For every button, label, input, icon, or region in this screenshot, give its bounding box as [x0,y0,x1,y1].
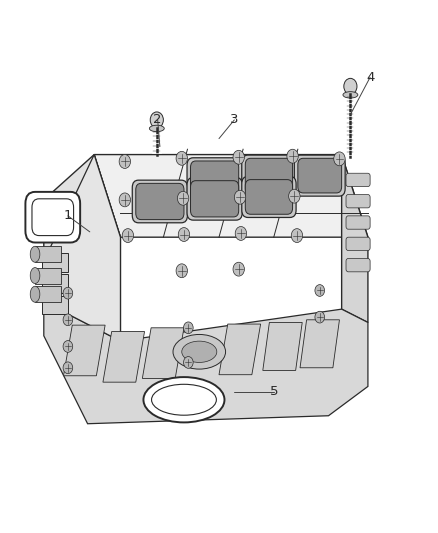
Circle shape [63,362,73,374]
Circle shape [184,357,193,368]
Circle shape [176,151,187,165]
Circle shape [287,149,298,163]
Polygon shape [44,155,120,341]
Circle shape [119,155,131,168]
Polygon shape [94,155,368,237]
Circle shape [234,190,246,204]
FancyBboxPatch shape [187,158,242,201]
Ellipse shape [182,341,217,362]
Polygon shape [44,155,120,341]
Polygon shape [219,324,261,375]
Polygon shape [64,325,105,376]
Text: 3: 3 [230,114,239,126]
Circle shape [235,227,247,240]
FancyBboxPatch shape [191,161,239,198]
Circle shape [184,322,193,334]
Ellipse shape [30,268,40,284]
FancyBboxPatch shape [132,180,187,223]
Circle shape [289,189,300,203]
Circle shape [177,191,189,205]
Circle shape [63,314,73,326]
Polygon shape [44,261,368,424]
FancyBboxPatch shape [242,155,296,198]
Circle shape [233,262,244,276]
Circle shape [63,341,73,352]
Polygon shape [263,322,302,370]
FancyBboxPatch shape [346,195,370,208]
Ellipse shape [30,286,40,302]
Polygon shape [142,328,184,378]
Text: 4: 4 [366,71,374,84]
FancyBboxPatch shape [346,173,370,187]
FancyBboxPatch shape [245,180,293,214]
Circle shape [315,285,325,296]
Polygon shape [103,332,145,382]
Text: 5: 5 [269,385,278,398]
FancyBboxPatch shape [25,192,80,243]
FancyBboxPatch shape [294,155,345,196]
Circle shape [150,112,163,128]
Circle shape [344,78,357,94]
Ellipse shape [30,246,40,262]
FancyBboxPatch shape [346,259,370,272]
Circle shape [119,193,131,207]
Circle shape [334,152,345,166]
Ellipse shape [143,377,224,422]
Ellipse shape [152,384,216,415]
Circle shape [63,287,73,299]
Polygon shape [42,253,68,272]
FancyBboxPatch shape [245,158,293,195]
Polygon shape [35,268,61,284]
FancyBboxPatch shape [187,177,242,220]
Ellipse shape [173,335,226,369]
Circle shape [122,229,134,243]
Polygon shape [342,155,368,322]
FancyBboxPatch shape [346,216,370,229]
Polygon shape [35,246,61,262]
Ellipse shape [149,125,164,132]
Text: 1: 1 [64,209,72,222]
FancyBboxPatch shape [191,181,239,217]
FancyBboxPatch shape [242,176,296,217]
Circle shape [178,228,190,241]
Polygon shape [35,286,61,302]
Polygon shape [42,296,68,314]
Polygon shape [42,274,68,293]
FancyBboxPatch shape [298,158,342,193]
Polygon shape [300,320,339,368]
Text: 2: 2 [153,114,162,126]
Circle shape [315,311,325,323]
Circle shape [291,229,303,243]
Ellipse shape [343,92,358,98]
Circle shape [176,264,187,278]
FancyBboxPatch shape [136,183,184,220]
FancyBboxPatch shape [32,199,74,236]
Circle shape [233,150,244,164]
FancyBboxPatch shape [346,237,370,251]
